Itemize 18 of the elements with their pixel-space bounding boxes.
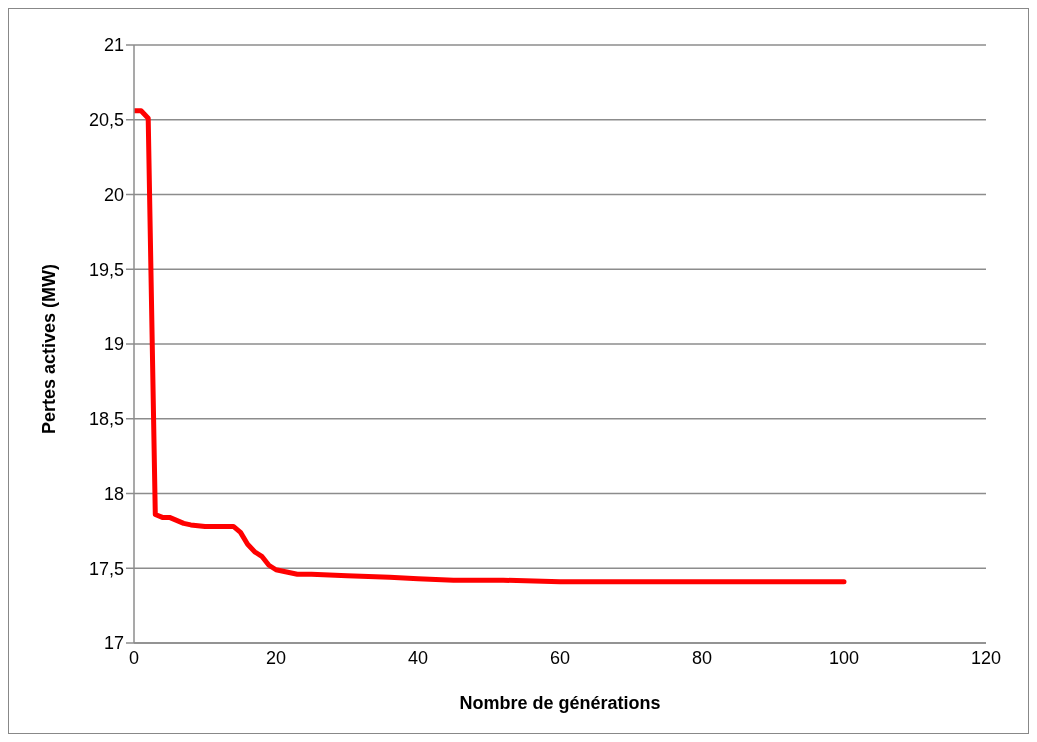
y-tick-label: 18 <box>103 483 124 504</box>
x-tick-label: 100 <box>828 647 860 668</box>
y-tick-label: 20,5 <box>88 110 124 131</box>
x-tick-label: 60 <box>549 647 571 668</box>
x-tick-label: 120 <box>970 647 1002 668</box>
x-axis-title: Nombre de générations <box>459 693 661 713</box>
x-tick-label: 0 <box>128 647 140 668</box>
y-tick-label: 17 <box>103 633 124 654</box>
y-tick-label: 20 <box>103 184 124 205</box>
y-tick-label: 21 <box>103 35 124 56</box>
y-tick-label: 19 <box>103 334 124 355</box>
y-axis-title: Pertes actives (MW) <box>39 263 60 434</box>
y-tick-label: 19,5 <box>88 259 124 280</box>
x-tick-label: 20 <box>265 647 287 668</box>
y-tick-label: 18,5 <box>88 409 124 430</box>
y-tick-label: 17,5 <box>88 558 124 579</box>
x-tick-label: 40 <box>407 647 429 668</box>
x-tick-label: 80 <box>691 647 713 668</box>
